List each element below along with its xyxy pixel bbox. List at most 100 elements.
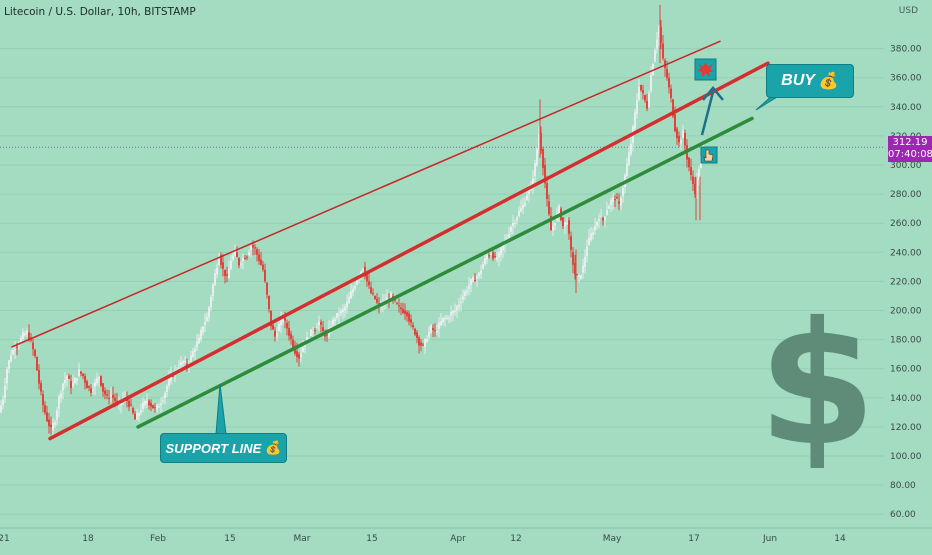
candle-body — [44, 405, 46, 413]
candle-body — [264, 269, 266, 282]
candle-body — [676, 128, 678, 139]
candle-body — [570, 236, 572, 250]
candle-body — [66, 376, 68, 380]
support-line-callout[interactable]: SUPPORT LINE 💰 — [160, 433, 287, 463]
candle-body — [610, 200, 612, 206]
candle-body — [172, 375, 174, 377]
candle-body — [634, 112, 636, 129]
candle-body — [178, 367, 180, 369]
candle-body — [96, 378, 98, 384]
candle-body — [296, 351, 298, 358]
support-line[interactable] — [136, 116, 754, 429]
candle-body — [594, 225, 596, 231]
candle-body — [90, 388, 92, 393]
x-tick-label: 12 — [510, 534, 521, 544]
candle-body — [298, 354, 300, 359]
price-axis[interactable]: 60.00 80.00 100.00 120.00 140.00 160.00 180.00… — [884, 0, 932, 550]
candle-body — [230, 260, 232, 270]
candle-body — [374, 295, 376, 299]
candle-body — [336, 312, 338, 318]
chart-title: Litecoin / U.S. Dollar, 10h, BITSTAMP — [4, 6, 196, 18]
candle-body — [412, 325, 414, 328]
bar-countdown: 07:40:08 — [888, 149, 932, 160]
time-axis[interactable]: 21 18 Feb 15 Mar 15 Apr 12 May 17 Jun 14 — [0, 527, 932, 544]
candle-body — [644, 95, 646, 101]
candle-body — [364, 266, 366, 277]
candle-body — [216, 267, 218, 275]
candle-body — [10, 355, 12, 362]
candle-body — [156, 404, 158, 410]
candle-body — [2, 399, 4, 406]
candle-body — [138, 412, 140, 416]
candle-body — [182, 360, 184, 364]
candle-body — [396, 303, 398, 305]
candle-body — [546, 183, 548, 199]
candle-body — [150, 402, 152, 407]
price-gridlines — [0, 48, 884, 515]
candle-body — [638, 87, 640, 100]
candle-body — [24, 333, 26, 336]
candle-body — [380, 306, 382, 308]
candle-body — [426, 339, 428, 342]
x-tick-label: Jun — [762, 534, 777, 544]
candle-body — [444, 318, 446, 320]
y-tick-label: 60.00 — [890, 510, 916, 520]
candle-body — [526, 195, 528, 200]
candle-body — [598, 218, 600, 222]
explosion-icon — [697, 62, 714, 77]
candle-body — [596, 221, 598, 227]
candle-body — [422, 344, 424, 346]
buy-callout[interactable]: BUY 💰 — [766, 64, 854, 98]
candle-body — [618, 201, 620, 204]
pointing-hand-icon — [703, 149, 714, 162]
candle-body — [544, 165, 546, 184]
y-tick-label: 200.00 — [890, 307, 922, 317]
candle-body — [672, 99, 674, 117]
y-tick-label: 380.00 — [890, 45, 922, 55]
candle-body — [524, 202, 526, 206]
candle-body — [288, 327, 290, 336]
candle-body — [664, 60, 666, 69]
candle-body — [548, 201, 550, 215]
candle-body — [76, 378, 78, 381]
candle-body — [106, 394, 108, 396]
candle-body — [356, 280, 358, 285]
candle-body — [70, 381, 72, 389]
candle-body — [342, 309, 344, 312]
candle-body — [34, 349, 36, 357]
current-price-value: 312.19 — [892, 137, 928, 148]
candle-body — [28, 332, 30, 340]
candle-body — [430, 325, 432, 333]
candle-body — [478, 272, 480, 277]
upper-channel-line[interactable] — [11, 40, 721, 348]
candle-body — [204, 322, 206, 326]
candle-body — [82, 373, 84, 377]
candle-body — [668, 77, 670, 88]
candle-body — [410, 319, 412, 323]
y-tick-label: 120.00 — [890, 423, 922, 433]
candle-body — [616, 197, 618, 199]
candle-body — [192, 351, 194, 358]
candle-body — [650, 74, 652, 91]
buy-arrow-shaft — [700, 91, 715, 136]
candle-body — [404, 310, 406, 315]
money-bag-icon: 💰 — [265, 440, 282, 455]
candle-body — [162, 400, 164, 402]
candle-body — [648, 93, 650, 107]
trend-lines[interactable] — [11, 40, 770, 441]
candle-body — [326, 334, 328, 336]
y-tick-label: 100.00 — [890, 452, 922, 462]
candle-body — [222, 262, 224, 269]
candle-body — [148, 400, 150, 406]
candle-body — [554, 222, 556, 226]
resistance-line[interactable] — [48, 61, 770, 441]
candle-body — [22, 332, 24, 339]
candle-body — [418, 337, 420, 346]
candle-body — [488, 255, 490, 257]
candle-body — [416, 332, 418, 339]
price-axis-panel — [884, 0, 932, 550]
y-tick-label: 260.00 — [890, 219, 922, 229]
candle-body — [274, 330, 276, 337]
candle-body — [640, 84, 642, 91]
